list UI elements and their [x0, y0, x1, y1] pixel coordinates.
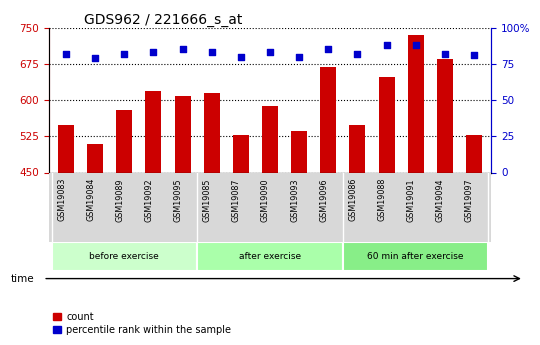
Point	[149, 49, 158, 55]
Bar	[291, 131, 307, 172]
Point	[120, 51, 129, 57]
Point	[324, 47, 333, 52]
Text: GSM19091: GSM19091	[407, 178, 416, 221]
Text: GSM19094: GSM19094	[436, 178, 445, 221]
Point	[237, 54, 245, 59]
Text: GSM19086: GSM19086	[348, 178, 357, 221]
Point	[353, 51, 362, 57]
Text: GSM19085: GSM19085	[202, 178, 212, 221]
Text: GSM19089: GSM19089	[116, 178, 124, 221]
Bar	[437, 59, 453, 172]
Point	[91, 55, 99, 61]
Bar	[58, 125, 74, 172]
Point	[178, 47, 187, 52]
Text: time: time	[11, 274, 35, 284]
Text: GSM19090: GSM19090	[261, 178, 270, 221]
Point	[411, 42, 420, 48]
Text: 60 min after exercise: 60 min after exercise	[367, 252, 464, 261]
Point	[470, 52, 478, 58]
Text: GSM19092: GSM19092	[145, 178, 153, 221]
Text: before exercise: before exercise	[90, 252, 159, 261]
Bar	[51, 241, 197, 271]
Text: GSM19088: GSM19088	[377, 178, 387, 221]
Text: GDS962 / 221666_s_at: GDS962 / 221666_s_at	[84, 12, 242, 27]
Bar	[197, 241, 343, 271]
Text: GSM19096: GSM19096	[319, 178, 328, 221]
Bar	[379, 77, 395, 172]
Text: GSM19097: GSM19097	[465, 178, 474, 221]
Bar	[349, 125, 366, 172]
Bar	[174, 96, 191, 172]
Legend: count, percentile rank within the sample: count, percentile rank within the sample	[53, 312, 231, 335]
Text: after exercise: after exercise	[239, 252, 301, 261]
Bar	[204, 93, 220, 172]
Text: GSM19084: GSM19084	[86, 178, 95, 221]
Bar	[408, 35, 424, 172]
Text: GSM19083: GSM19083	[57, 178, 66, 221]
Point	[295, 54, 303, 59]
Bar	[262, 106, 278, 172]
Point	[207, 49, 216, 55]
Text: GSM19093: GSM19093	[290, 178, 299, 221]
Bar	[233, 135, 249, 172]
Bar	[466, 135, 482, 172]
Point	[266, 49, 274, 55]
Bar	[87, 144, 103, 172]
Text: GSM19095: GSM19095	[173, 178, 183, 221]
Point	[441, 51, 449, 57]
Point	[382, 42, 391, 48]
Point	[62, 51, 70, 57]
Text: GSM19087: GSM19087	[232, 178, 241, 221]
Bar	[116, 110, 132, 172]
Bar	[320, 67, 336, 172]
Bar	[145, 91, 161, 172]
Bar	[343, 241, 489, 271]
